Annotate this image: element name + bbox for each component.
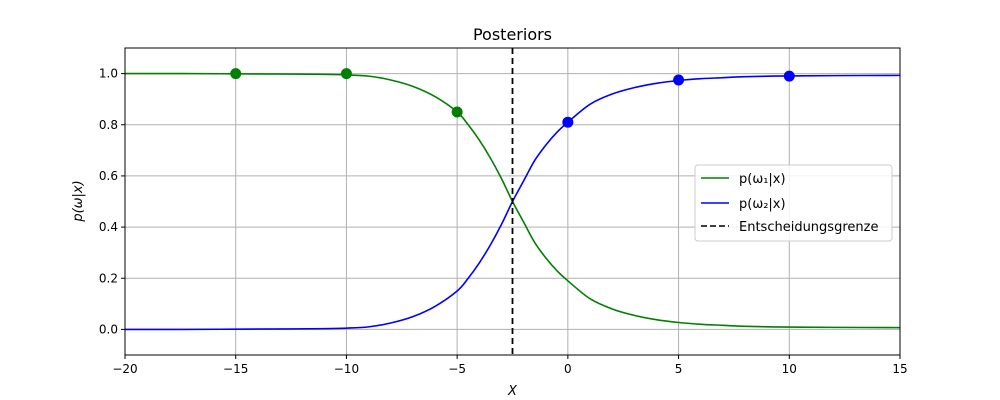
x-tick-label: −15 xyxy=(223,362,248,376)
y-axis-label: p(ω|x) xyxy=(71,180,86,222)
y-tick-label: 0.8 xyxy=(99,118,118,132)
y-tick-label: 1.0 xyxy=(99,67,118,81)
y-tick-label: 0.0 xyxy=(99,322,118,336)
y-tick-label: 0.6 xyxy=(99,169,118,183)
x-tick-label: −5 xyxy=(448,362,466,376)
series-line-2 xyxy=(124,74,901,331)
data-point xyxy=(451,106,463,118)
y-tick-label: 0.4 xyxy=(99,220,118,234)
data-point xyxy=(230,68,242,80)
x-tick-label: −20 xyxy=(112,362,137,376)
y-axis-ticks: 0.0 0.2 0.4 0.6 0.8 1.0 xyxy=(99,67,125,336)
legend-label-boundary: Entscheidungsgrenze xyxy=(739,220,878,235)
data-point xyxy=(340,68,352,80)
legend-label-omega1: p(ω₁|x) xyxy=(739,172,786,187)
data-points xyxy=(230,68,795,128)
x-axis-ticks: −20 −15 −10 −5 0 5 10 15 xyxy=(112,355,908,376)
data-point xyxy=(783,70,795,82)
y-tick-label: 0.2 xyxy=(99,271,118,285)
x-tick-label: 5 xyxy=(675,362,683,376)
x-tick-label: −10 xyxy=(334,362,359,376)
x-axis-label: X xyxy=(507,384,518,399)
data-point xyxy=(673,74,685,86)
x-tick-label: 15 xyxy=(892,362,907,376)
data-point xyxy=(562,116,574,128)
x-tick-label: 0 xyxy=(564,362,572,376)
legend-label-omega2: p(ω₂|x) xyxy=(739,197,786,212)
chart-title: Posteriors xyxy=(473,25,552,44)
legend: p(ω₁|x) p(ω₂|x) Entscheidungsgrenze xyxy=(694,164,893,242)
x-tick-label: 10 xyxy=(782,362,797,376)
legend-box xyxy=(694,164,893,242)
plot-frame xyxy=(124,47,901,356)
